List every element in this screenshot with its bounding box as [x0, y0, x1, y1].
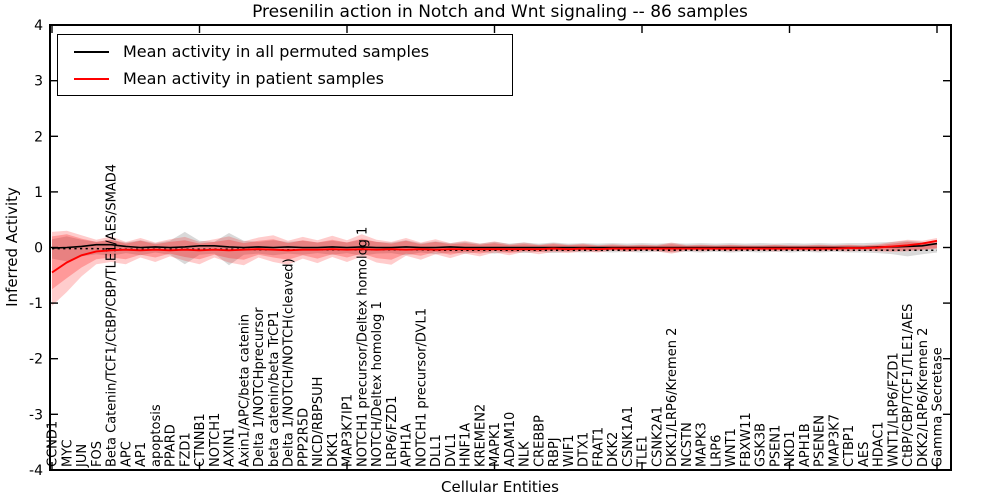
x-tick-label: NKD1	[783, 430, 798, 467]
x-tick-label: FRAT1	[591, 427, 606, 467]
x-tick-label: LRP6	[709, 435, 724, 467]
x-tick-label: APC	[119, 441, 134, 467]
x-tick-label: DVL1	[444, 433, 459, 467]
x-tick-label: CtBP/CBP/TCF1/TLE1/AES	[901, 304, 916, 467]
x-tick-label: AES	[857, 442, 872, 467]
legend-item-patient: Mean activity in patient samples	[74, 69, 512, 88]
x-tick-label: PSENEN	[813, 415, 828, 467]
x-tick-label: TLE1	[636, 435, 651, 468]
x-tick-label: APH1B	[798, 423, 813, 467]
x-tick-label: GSK3B	[754, 423, 769, 467]
x-tick-label: PSEN1	[768, 425, 783, 467]
axes-border	[49, 24, 952, 471]
legend-label-permuted: Mean activity in all permuted samples	[123, 42, 430, 61]
y-tick-label: -4	[29, 463, 43, 479]
x-tick-label: FZD1	[178, 432, 193, 467]
x-tick-label: WNT1	[724, 428, 739, 467]
y-tick-label: -1	[29, 296, 43, 312]
x-tick-label: AXIN1	[223, 427, 238, 467]
x-tick-label: NLK	[518, 441, 533, 467]
x-tick-label: Gamma Secretase	[931, 347, 946, 467]
x-tick-label: WIF1	[562, 435, 577, 467]
patient-mean-line	[51, 239, 938, 274]
x-tick-label: APH1A	[400, 423, 415, 467]
x-tick-label: DKK1	[326, 432, 341, 467]
x-tick-label: NOTCH1 precursor/Deltex homolog 1	[355, 227, 370, 467]
x-tick-label: RBPJ	[547, 437, 562, 467]
legend-line-patient-icon	[74, 77, 109, 80]
legend: Mean activity in all permuted samples Me…	[57, 34, 513, 96]
x-tick-label: DTX1	[577, 432, 592, 467]
x-tick-label: WNT1/LRP6/FZD1	[886, 352, 901, 467]
x-tick-label: NOTCH1 precursor/DVL1	[414, 308, 429, 467]
x-tick-label: NOTCH/Deltex homolog 1	[370, 301, 385, 467]
y-tick-label: 2	[34, 129, 43, 145]
y-tick-label: 3	[34, 74, 43, 90]
x-tick-label: DKK2/LRP6/Kremen 2	[916, 328, 931, 467]
x-tick-label: ADAM10	[503, 412, 518, 467]
x-tick-label: JUN	[75, 444, 90, 468]
x-tick-label: MAPK1	[488, 422, 503, 467]
x-tick-label: FBXW11	[739, 412, 754, 467]
x-tick-label: PPP2R5D	[296, 408, 311, 467]
x-axis-title: Cellular Entities	[441, 478, 559, 496]
x-tick-label: NICD/RBPSUH	[311, 377, 326, 467]
x-tick-label: PPARD	[164, 424, 179, 467]
x-tick-label: NCSTN	[680, 422, 695, 467]
x-tick-label: apoptosis	[149, 404, 164, 467]
x-tick-label: LRP6/FZD1	[385, 396, 400, 467]
y-tick-label: -2	[29, 352, 43, 368]
x-tick-label: NOTCH1	[208, 413, 223, 467]
y-tick-label: 1	[34, 185, 43, 201]
y-tick-label: 0	[34, 241, 43, 257]
x-tick-label: CREBBP	[532, 415, 547, 467]
x-tick-label: DKK1/LRP6/Kremen 2	[665, 328, 680, 467]
x-tick-label: MAP3K7IP1	[341, 394, 356, 467]
x-tick-label: MAPK3	[695, 422, 710, 467]
x-tick-label: CSNK2A1	[650, 406, 665, 467]
x-tick-label: MAP3K7	[827, 414, 842, 467]
y-axis-title: Inferred Activity	[3, 187, 21, 307]
x-tick-label: HNF1A	[459, 423, 474, 467]
permuted-mean-line	[51, 242, 938, 249]
x-tick-label: AP1	[134, 442, 149, 467]
x-tick-label: MYC	[60, 439, 75, 467]
x-tick-label: Axin1/APC/beta catenin	[237, 314, 252, 467]
x-tick-label: beta catenin/beta TrCP1	[267, 311, 282, 467]
x-tick-label: DLL1	[429, 434, 444, 467]
permuted-dotted-line	[52, 247, 937, 252]
x-tick-label: Delta 1/NOTCHprecursor	[252, 307, 267, 467]
y-tick-label: 4	[34, 18, 43, 34]
x-tick-label: FOS	[90, 441, 105, 467]
chart-title: Presenilin action in Notch and Wnt signa…	[252, 2, 748, 22]
x-tick-label: Beta Catenin/TCF1/CtBP/CBP/TLE1/AES/SMAD…	[105, 164, 120, 467]
x-tick-label: HDAC1	[872, 421, 887, 467]
x-tick-label: CTBP1	[842, 425, 857, 467]
y-tick-label: -3	[29, 407, 43, 423]
legend-item-permuted: Mean activity in all permuted samples	[74, 42, 512, 61]
legend-label-patient: Mean activity in patient samples	[123, 69, 384, 88]
x-tick-label: CSNK1A1	[621, 406, 636, 467]
x-tick-label: CCND1	[46, 421, 61, 467]
x-tick-label: Delta 1/NOTCH/NOTCH(cleaved)	[282, 258, 297, 467]
legend-line-permuted-icon	[74, 50, 109, 53]
x-tick-label: CTNNB1	[193, 413, 208, 467]
x-tick-label: KREMEN2	[473, 404, 488, 467]
x-tick-label: DKK2	[606, 432, 621, 467]
